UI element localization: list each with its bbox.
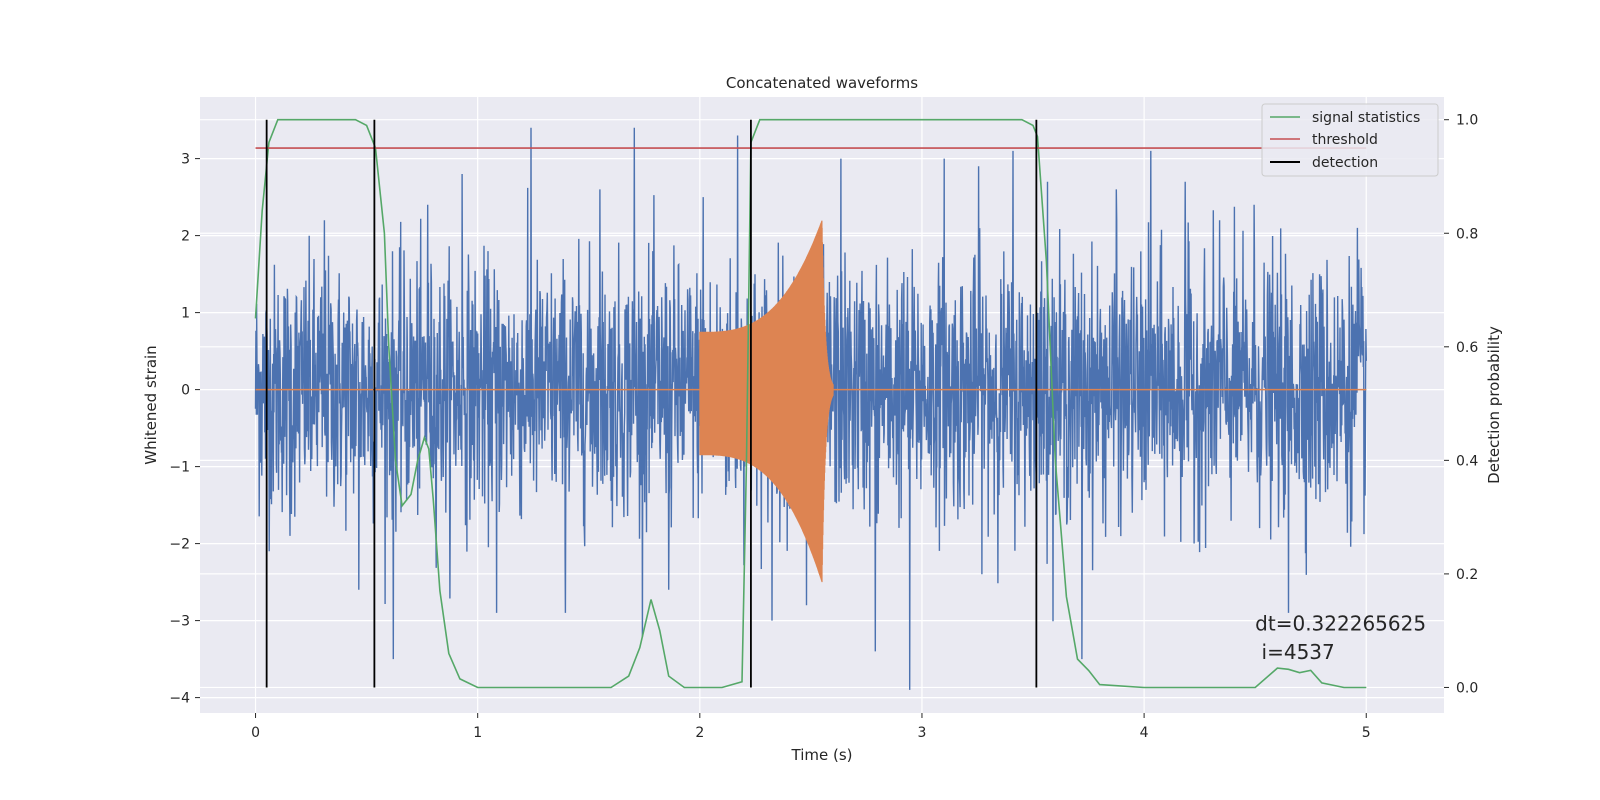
y-tick-label: 0 bbox=[181, 383, 190, 399]
x-tick-label: 2 bbox=[695, 725, 704, 741]
y-tick-label: −1 bbox=[169, 460, 190, 476]
x-tick-label: 4 bbox=[1140, 725, 1149, 741]
legend-label-statistics: signal statistics bbox=[1312, 110, 1420, 126]
legend-label-threshold: threshold bbox=[1312, 132, 1378, 148]
y-tick-label: −4 bbox=[169, 691, 190, 707]
y-tick-label: 1 bbox=[181, 306, 190, 322]
y-axis-label: Whitened strain bbox=[142, 345, 160, 464]
statistics-line bbox=[254, 118, 1367, 689]
legend: signal statistics threshold detection bbox=[1261, 103, 1439, 177]
y2-tick-label: 0.0 bbox=[1456, 680, 1478, 696]
y2-axis-label: Detection probability bbox=[1485, 326, 1503, 484]
y-tick-label: 2 bbox=[181, 229, 190, 245]
y-tick-label: −2 bbox=[169, 537, 190, 553]
y2-tick-label: 0.8 bbox=[1456, 226, 1478, 242]
legend-frame bbox=[1261, 103, 1439, 177]
x-axis-label: Time (s) bbox=[791, 746, 853, 764]
annotation-dt: dt=0.322265625 bbox=[1255, 612, 1426, 636]
y2-tick-label: 1.0 bbox=[1456, 113, 1478, 129]
template-chirp bbox=[699, 220, 834, 583]
statistics-series bbox=[254, 118, 1367, 689]
y-tick-label: 3 bbox=[181, 152, 190, 168]
x-tick-label: 0 bbox=[251, 725, 260, 741]
y2-tick-label: 0.4 bbox=[1456, 453, 1478, 469]
chart-title: Concatenated waveforms bbox=[726, 74, 918, 92]
axis-ticks: 0 1 2 3 4 5 −4 −3 −2 −1 0 1 2 3 0.0 0.2 0.4 0.6 0.8 1.0 bbox=[169, 113, 1478, 741]
x-tick-label: 5 bbox=[1362, 725, 1371, 741]
x-tick-label: 3 bbox=[918, 725, 927, 741]
annotation-index: i=4537 bbox=[1255, 640, 1335, 664]
y-tick-label: −3 bbox=[169, 614, 190, 630]
legend-label-detection: detection bbox=[1312, 155, 1378, 171]
y2-tick-label: 0.2 bbox=[1456, 567, 1478, 583]
x-tick-label: 1 bbox=[473, 725, 482, 741]
template-series bbox=[255, 220, 1367, 583]
y2-tick-label: 0.6 bbox=[1456, 340, 1478, 356]
